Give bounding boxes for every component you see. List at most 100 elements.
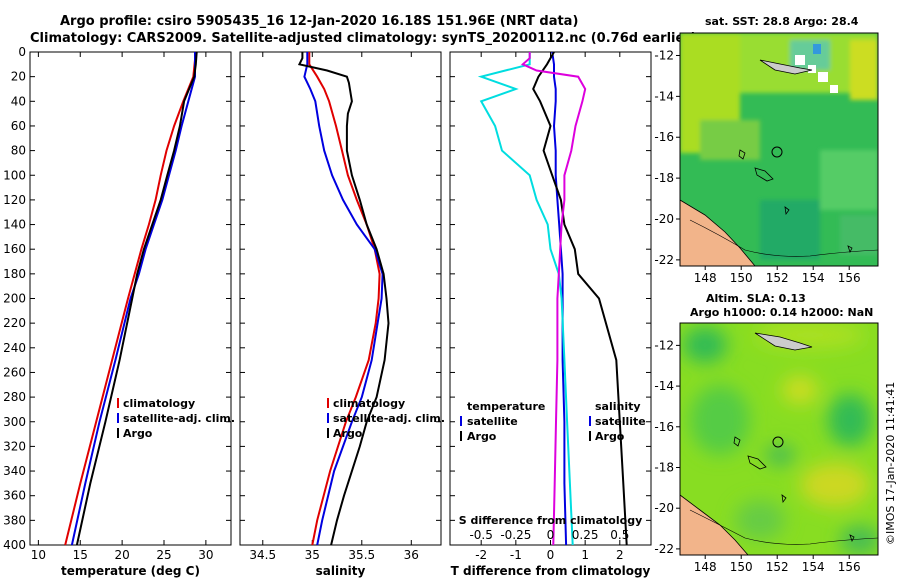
lon-tick-label: 148 — [694, 271, 717, 285]
lat-tick-label: -14 — [654, 379, 674, 393]
x-axis-label-secondary: S difference from climatology — [459, 514, 643, 527]
title-line-1: Argo profile: csiro 5905435_16 12-Jan-20… — [60, 14, 578, 29]
legend-title-temperature: temperature — [467, 400, 545, 413]
x-tick-label: 36 — [404, 548, 419, 562]
lat-tick-label: -22 — [654, 253, 674, 267]
lat-tick-label: -22 — [654, 542, 674, 556]
depth-tick-label: 360 — [3, 489, 26, 503]
lon-tick-label: 152 — [766, 271, 789, 285]
sst-map: sat. SST: 28.8 Argo: 28.4 — [654, 15, 879, 285]
lon-tick-label: 148 — [694, 560, 717, 574]
x-tick-label: 34.5 — [249, 548, 276, 562]
lon-tick-label: 154 — [802, 560, 825, 574]
depth-tick-label: 100 — [3, 168, 26, 182]
depth-tick-label: 120 — [3, 193, 26, 207]
lat-tick-label: -20 — [654, 501, 674, 515]
sla-map-title-2: Argo h1000: 0.14 h2000: NaN — [690, 306, 873, 319]
depth-tick-label: 60 — [11, 119, 26, 133]
x-axis-label: temperature (deg C) — [61, 564, 200, 578]
lon-tick-label: 150 — [730, 271, 753, 285]
sla-map-title-1: Altim. SLA: 0.13 — [706, 292, 806, 305]
series-climatology — [64, 51, 197, 546]
legend-label: satellite-adj. clim. — [123, 412, 235, 425]
depth-tick-label: 20 — [11, 70, 26, 84]
lon-tick-label: 154 — [802, 271, 825, 285]
title-line-2: Climatology: CARS2009. Satellite-adjuste… — [30, 31, 697, 46]
x-axis-label: salinity — [316, 564, 366, 578]
lat-tick-label: -20 — [654, 212, 674, 226]
depth-tick-label: 80 — [11, 144, 26, 158]
depth-tick-label: 320 — [3, 439, 26, 453]
x-tick-label: 15 — [73, 548, 88, 562]
series-t-argo — [532, 51, 628, 546]
x-axis-label: T difference from climatology — [451, 564, 651, 578]
x-tick-label: 10 — [31, 548, 46, 562]
panel-salinity: 34.5 35 35.5 36 salinity climatology satellite… — [239, 51, 445, 578]
legend-label: Argo — [123, 427, 153, 440]
legend-label: satellite — [595, 415, 646, 428]
lat-tick-label: -16 — [654, 130, 674, 144]
legend-label: satellite-adj. clim. — [333, 412, 445, 425]
x-tick-label-secondary: -0.5 — [469, 528, 492, 542]
panel-frame — [239, 51, 442, 546]
x-tick-label-secondary: 0 — [547, 528, 555, 542]
x-tick-label: -2 — [475, 548, 487, 562]
panel-frame — [449, 51, 652, 546]
profile-panels: 0204060801001201401601802002202402602803… — [3, 45, 652, 578]
depth-tick-label: 40 — [11, 94, 26, 108]
x-tick-label-secondary: 0.25 — [572, 528, 599, 542]
depth-tick-label: 380 — [3, 513, 26, 527]
depth-tick-label: 0 — [18, 45, 26, 59]
depth-tick-label: 180 — [3, 267, 26, 281]
lat-tick-label: -12 — [654, 338, 674, 352]
legend-label: Argo — [333, 427, 363, 440]
depth-tick-label: 240 — [3, 341, 26, 355]
depth-tick-label: 400 — [3, 538, 26, 552]
sst-map-title: sat. SST: 28.8 Argo: 28.4 — [705, 15, 859, 28]
panel-temperature: 0 20 40 60 80 100 120 140 160 180 200 220 240 260 280 3… — [3, 45, 235, 578]
depth-tick-label: 340 — [3, 464, 26, 478]
lon-tick-label: 156 — [838, 560, 861, 574]
legend-title-salinity: salinity — [595, 400, 641, 413]
depth-tick-label: 280 — [3, 390, 26, 404]
series-argo — [75, 51, 198, 546]
lon-tick-label: 156 — [838, 271, 861, 285]
legend-label: climatology — [123, 397, 195, 410]
x-tick-label: -1 — [510, 548, 522, 562]
depth-tick-label: 220 — [3, 316, 26, 330]
x-tick-label: 0 — [547, 548, 555, 562]
x-tick-label: 25 — [156, 548, 171, 562]
lon-tick-label: 150 — [730, 560, 753, 574]
depth-tick-label: 140 — [3, 218, 26, 232]
lat-tick-label: -12 — [654, 48, 674, 62]
lat-tick-label: -16 — [654, 420, 674, 434]
legend-label: satellite — [467, 415, 518, 428]
x-tick-label: 2 — [616, 548, 624, 562]
lat-tick-label: -18 — [654, 171, 674, 185]
depth-tick-label: 160 — [3, 242, 26, 256]
series-argo — [297, 52, 390, 546]
depth-tick-label: 260 — [3, 365, 26, 379]
series-satellite-adj-clim- — [70, 52, 196, 546]
depth-tick-label: 200 — [3, 292, 26, 306]
lat-tick-label: -14 — [654, 89, 674, 103]
x-tick-label: 1 — [581, 548, 589, 562]
x-tick-label-secondary: 0.5 — [610, 528, 629, 542]
depth-tick-label: 300 — [3, 415, 26, 429]
legend-label: Argo — [595, 430, 625, 443]
x-tick-label: 35 — [305, 548, 320, 562]
lat-tick-label: -18 — [654, 460, 674, 474]
series-s-satellite — [477, 52, 574, 546]
imos-watermark: ©IMOS 17-Jan-2020 11:41:41 — [884, 382, 897, 545]
series-satellite-adj-clim- — [303, 52, 384, 546]
x-tick-label: 20 — [114, 548, 129, 562]
lon-tick-label: 152 — [766, 560, 789, 574]
panel-difference: -2 -1 0 1 2 T difference from climatology temp… — [449, 51, 652, 578]
legend-label: Argo — [467, 430, 497, 443]
series-t-satellite — [551, 51, 568, 546]
x-tick-label-secondary: -0.25 — [500, 528, 531, 542]
x-tick-label: 35.5 — [348, 548, 375, 562]
sla-map: Altim. SLA: 0.13 Argo h1000: 0.14 h2000:… — [654, 292, 879, 574]
legend-label: climatology — [333, 397, 405, 410]
